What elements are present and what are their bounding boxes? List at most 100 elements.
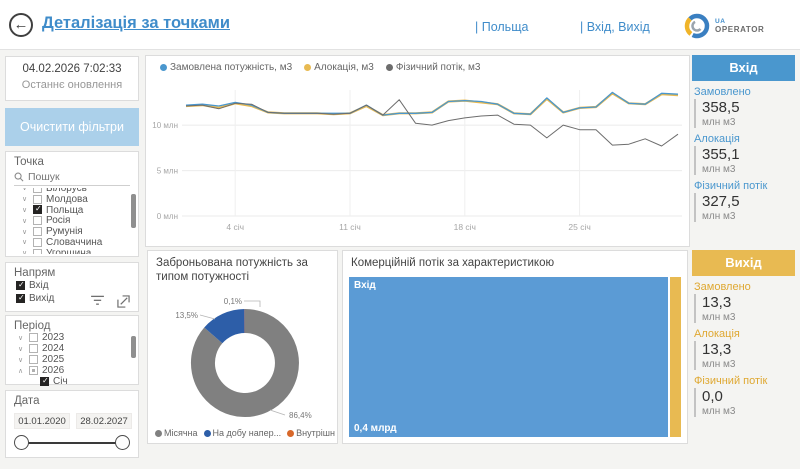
kpi-in-header: Вхід (692, 55, 795, 81)
kpi-unit: млн м3 (702, 312, 736, 323)
legend-dot-ordered (160, 64, 167, 71)
header-point-filter: | Польща (475, 20, 529, 34)
point-list: ∨ Білорусь ∨ Молдова ∨ Польща ∨ Росія ∨ Румун… (6, 188, 138, 254)
kpi-out-section: Вихід Замовлено 13,3 млн м3 Алокація 13,3… (692, 250, 795, 444)
last-update-card: 04.02.2026 7:02:33 Останнє оновлення (5, 56, 139, 101)
commercial-flow-treemap-panel: Комерційній потік за характеристикою Вхі… (342, 250, 688, 444)
legend-label-monthly: Місячна (164, 428, 198, 438)
point-item[interactable]: ∨ Росія (6, 215, 138, 226)
chevron-down-icon[interactable]: ∨ (21, 188, 28, 193)
legend-label-physical: Фізичний потік, м3 (395, 62, 481, 73)
kpi-label: Замовлено (694, 281, 751, 293)
chevron-down-icon[interactable]: ∨ (21, 228, 28, 236)
period-month-item[interactable]: Січ (6, 376, 138, 387)
point-filter-panel: Точка ∨ Білорусь ∨ Молдова ∨ Польща ∨ Росія … (5, 151, 139, 257)
period-item[interactable]: ∧ 2026 (6, 365, 138, 376)
company-logo: UA OPERATOR (683, 12, 764, 40)
chevron-down-icon[interactable]: ∨ (21, 217, 28, 225)
kpi-label: Алокація (694, 328, 740, 340)
svg-text:86,4%: 86,4% (289, 411, 312, 420)
direction-item-label: Вхід (29, 280, 49, 291)
period-filter-title: Період (14, 320, 51, 332)
kpi-card: Алокація 13,3 млн м3 (692, 328, 795, 370)
period-item[interactable]: ∨ 2023 (6, 332, 138, 343)
period-list-scrollbar[interactable] (131, 336, 136, 358)
kpi-unit: млн м3 (702, 164, 736, 175)
point-item[interactable]: ∨ Словаччина (6, 237, 138, 248)
point-item[interactable]: ∨ Угорщина (6, 248, 138, 254)
page-title[interactable]: Деталізація за точками (42, 14, 230, 32)
kpi-card: Замовлено 358,5 млн м3 (692, 86, 795, 128)
legend-dot-allocation (304, 64, 312, 71)
svg-text:18 січ: 18 січ (454, 222, 476, 232)
line-chart-legend: Замовлена потужність, м3 Алокація, м3 Фі… (160, 62, 480, 73)
svg-text:5 млн: 5 млн (157, 167, 178, 176)
line-chart-svg[interactable]: 0 млн 5 млн 10 млн 4 січ 11 січ 18 січ 25 січ (150, 80, 686, 244)
checkbox[interactable] (29, 333, 38, 342)
date-to-input[interactable]: 28.02.2027 (76, 413, 132, 429)
chevron-down-icon[interactable]: ∨ (17, 345, 24, 353)
kpi-in-section: Вхід Замовлено 358,5 млн м3 Алокація 355,… (692, 55, 795, 247)
donut-title: Заброньована потужність за типом потужно… (156, 257, 308, 284)
direction-item[interactable]: Вхід (6, 279, 138, 292)
direction-item[interactable]: Вихід (6, 292, 138, 305)
kpi-unit: млн м3 (702, 117, 736, 128)
point-item[interactable]: ∨ Білорусь (6, 188, 138, 194)
date-from-input[interactable]: 01.01.2020 (14, 413, 70, 429)
point-list-scrollbar[interactable] (131, 194, 136, 228)
direction-item-label: Вихід (29, 293, 55, 304)
search-icon (14, 172, 24, 182)
legend-label-allocation: Алокація, м3 (314, 62, 374, 73)
svg-text:0 млн: 0 млн (157, 212, 178, 221)
kpi-label: Фізичний потік (694, 375, 768, 387)
donut-chart-svg[interactable]: 13,5% 0,1% 86,4% (148, 287, 339, 425)
chevron-down-icon[interactable]: ∨ (17, 334, 24, 342)
treemap: Вхід 0,4 млрд (349, 277, 681, 437)
period-item[interactable]: ∨ 2025 (6, 354, 138, 365)
point-item[interactable]: ∨ Польща (6, 204, 138, 215)
point-item[interactable]: ∨ Молдова (6, 194, 138, 205)
checkbox[interactable] (29, 355, 38, 364)
treemap-tile-out[interactable] (669, 277, 681, 437)
checkbox[interactable] (29, 344, 38, 353)
checkbox[interactable] (40, 376, 49, 386)
chevron-down-icon[interactable]: ∨ (17, 356, 24, 364)
checkbox[interactable] (33, 248, 42, 254)
checkbox[interactable] (33, 237, 42, 247)
chevron-down-icon[interactable]: ∨ (21, 206, 28, 214)
kpi-value: 358,5 (702, 99, 740, 116)
chevron-up-icon[interactable]: ∧ (17, 367, 24, 375)
period-month-label: Січ (53, 376, 68, 387)
slider-handle-right[interactable] (115, 435, 130, 450)
checkbox[interactable] (33, 204, 42, 215)
kpi-unit: млн м3 (702, 211, 736, 222)
treemap-tile-in[interactable]: Вхід 0,4 млрд (349, 277, 668, 437)
checkbox[interactable] (33, 227, 42, 237)
back-arrow-icon[interactable]: ← (9, 13, 33, 37)
filter-icon[interactable] (90, 295, 105, 306)
slider-handle-left[interactable] (14, 435, 29, 450)
checkbox[interactable] (33, 194, 42, 204)
checkbox[interactable] (29, 366, 38, 375)
chevron-down-icon[interactable]: ∨ (21, 250, 28, 254)
chevron-down-icon[interactable]: ∨ (21, 196, 28, 204)
kpi-out-header: Вихід (692, 250, 795, 276)
chevron-down-icon[interactable]: ∨ (21, 239, 28, 247)
focus-mode-icon[interactable] (117, 295, 130, 308)
checkbox[interactable] (16, 293, 25, 303)
point-item-label: Білорусь (46, 188, 87, 194)
period-item[interactable]: ∨ 2024 (6, 343, 138, 354)
slider-track (22, 442, 122, 444)
treemap-title: Комерційній потік за характеристикою (351, 257, 555, 269)
clear-filters-button[interactable]: Очистити фільтри (5, 108, 139, 146)
point-search-input[interactable] (28, 171, 108, 183)
checkbox[interactable] (33, 216, 42, 226)
checkbox[interactable] (16, 280, 25, 290)
legend-dot-dayahead (203, 429, 211, 437)
point-search[interactable] (14, 171, 130, 186)
point-item[interactable]: ∨ Румунія (6, 226, 138, 237)
period-item-label: 2025 (42, 354, 65, 365)
legend-dot-intraday (287, 429, 295, 437)
checkbox[interactable] (33, 188, 42, 193)
